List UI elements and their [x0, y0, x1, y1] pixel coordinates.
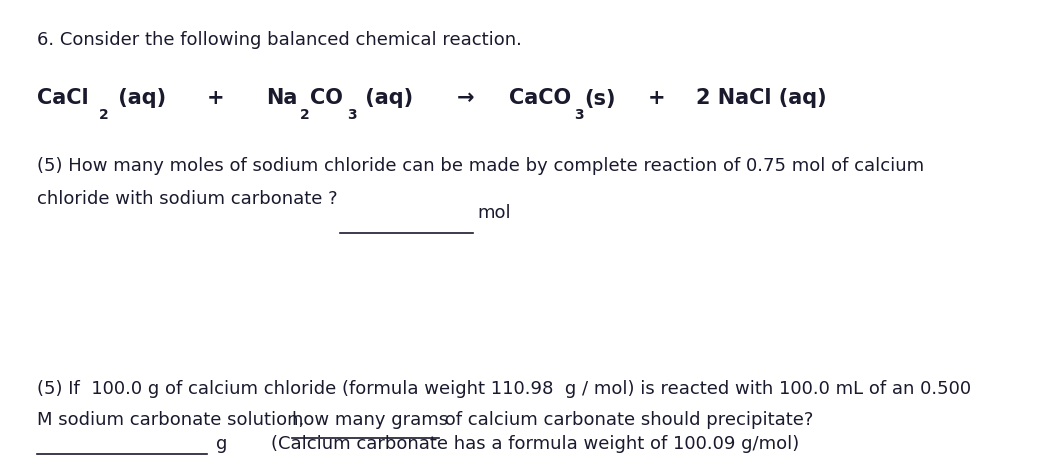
Text: how many grams: how many grams [292, 411, 448, 429]
Text: CO: CO [310, 88, 343, 108]
Text: (5) How many moles of sodium chloride can be made by complete reaction of 0.75 m: (5) How many moles of sodium chloride ca… [37, 157, 924, 175]
Text: +: + [648, 88, 666, 108]
Text: 3: 3 [347, 108, 357, 122]
Text: chloride with sodium carbonate ?: chloride with sodium carbonate ? [37, 190, 338, 208]
Text: (aq): (aq) [358, 88, 413, 108]
Text: (aq): (aq) [112, 88, 167, 108]
Text: g: g [216, 435, 227, 453]
Text: M sodium carbonate solution,: M sodium carbonate solution, [37, 411, 310, 429]
Text: 3: 3 [573, 108, 583, 122]
Text: mol: mol [477, 204, 511, 222]
Text: (s): (s) [584, 88, 615, 108]
Text: of calcium carbonate should precipitate?: of calcium carbonate should precipitate? [439, 411, 813, 429]
Text: CaCl: CaCl [37, 88, 88, 108]
Text: 2: 2 [301, 108, 310, 122]
Text: CaCO: CaCO [510, 88, 571, 108]
Text: →: → [457, 88, 475, 108]
Text: 2: 2 [99, 108, 109, 122]
Text: Na: Na [267, 88, 297, 108]
Text: +: + [206, 88, 224, 108]
Text: (5) If  100.0 g of calcium chloride (formula weight 110.98  g / mol) is reacted : (5) If 100.0 g of calcium chloride (form… [37, 380, 971, 398]
Text: (Calcium carbonate has a formula weight of 100.09 g/mol): (Calcium carbonate has a formula weight … [271, 435, 799, 453]
Text: 6. Consider the following balanced chemical reaction.: 6. Consider the following balanced chemi… [37, 31, 521, 49]
Text: 2 NaCl (aq): 2 NaCl (aq) [696, 88, 826, 108]
